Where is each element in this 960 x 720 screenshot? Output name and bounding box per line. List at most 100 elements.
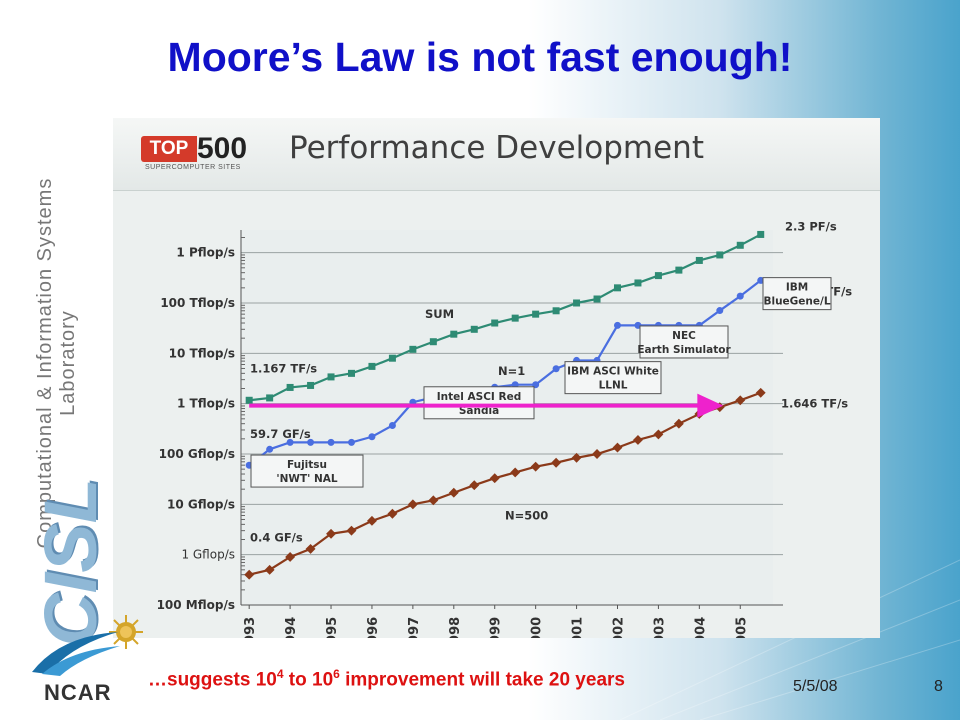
top500-logo-top: TOP xyxy=(141,136,197,162)
x-tick-label: 1998 xyxy=(448,617,463,638)
series-point xyxy=(307,438,315,446)
y-tick-label: 100 Tflop/s xyxy=(160,296,235,310)
slide-title: Moore’s Law is not fast enough! xyxy=(167,34,793,80)
callout-subtitle: Earth Simulator xyxy=(637,344,731,356)
y-tick-label: 100 Gflop/s xyxy=(159,447,235,461)
annotation-label: 1.167 TF/s xyxy=(250,361,317,375)
series-point xyxy=(633,435,643,445)
series-point xyxy=(469,480,480,491)
overlay-arrow-head xyxy=(697,393,724,418)
performance-chart: 100 Mflop/s 1 Gflop/s 10 Gflop/s 100 Gflop/… xyxy=(157,220,853,638)
series-point xyxy=(470,325,478,333)
series-point xyxy=(593,295,601,303)
x-tick-label: 2004 xyxy=(693,617,708,638)
x-tick-label: 1995 xyxy=(325,617,340,638)
x-tick-label: 1999 xyxy=(489,617,504,638)
callout-title: Fujitsu xyxy=(287,459,327,471)
series-point xyxy=(387,508,398,519)
series-point xyxy=(716,307,724,315)
series-point xyxy=(491,319,499,327)
series-point xyxy=(409,345,417,353)
x-tick-label: 2005 xyxy=(734,617,749,638)
series-point xyxy=(264,564,275,575)
slide-date: 5/5/08 xyxy=(793,678,838,695)
series-point xyxy=(736,241,744,249)
x-tick-label: 1994 xyxy=(284,617,299,638)
y-tick-label: 100 Mflop/s xyxy=(157,598,235,612)
series-point xyxy=(552,307,560,315)
series-point xyxy=(266,394,274,402)
x-tick-label: 1993 xyxy=(243,617,258,638)
chart-heading: Performance Development xyxy=(289,130,704,166)
series-point xyxy=(530,461,541,472)
annotation-label: 1.646 TF/s xyxy=(781,397,848,411)
y-tick-label: 10 Gflop/s xyxy=(167,497,235,511)
series-point xyxy=(286,438,294,446)
x-tick-label: 2001 xyxy=(571,617,586,638)
callout-title: NEC xyxy=(672,330,696,342)
x-tick-label: 2003 xyxy=(652,617,667,638)
top500-logo-500: 500 xyxy=(197,132,248,165)
series-point xyxy=(695,256,703,264)
ncar-logo: NCAR xyxy=(44,680,112,705)
y-tick-label: 10 Tflop/s xyxy=(169,346,235,360)
series-point xyxy=(450,330,458,338)
series-point xyxy=(755,387,766,398)
caption-prefix: …suggests 10 xyxy=(148,669,277,691)
series-point xyxy=(653,429,664,440)
x-tick-label: 2000 xyxy=(530,617,545,638)
y-tick-label: 1 Gflop/s xyxy=(181,548,235,562)
series-point xyxy=(428,495,439,506)
series-point xyxy=(510,467,521,478)
cisl-logo: CISL xyxy=(28,478,112,647)
series-point xyxy=(347,369,355,377)
x-tick-label: 1997 xyxy=(407,617,422,638)
callout-subtitle: 'NWT' NAL xyxy=(276,473,338,485)
callout-title: IBM ASCI White xyxy=(567,366,659,378)
callout-subtitle: LLNL xyxy=(599,380,628,392)
series-point xyxy=(613,284,621,292)
caption-exponent-1: 4 xyxy=(276,667,284,681)
series-point xyxy=(347,438,355,446)
series-point xyxy=(327,373,335,381)
series-point xyxy=(592,449,602,459)
callout-title: IBM xyxy=(786,282,808,294)
annotation-label: 59.7 GF/s xyxy=(250,427,311,441)
y-tick-label: 1 Tflop/s xyxy=(177,397,235,411)
callout-subtitle: Sandia xyxy=(459,405,499,417)
chart-panel: TOP 500 SUPERCOMPUTER SITES Performance … xyxy=(113,118,880,638)
callout-subtitle: BlueGene/L xyxy=(763,296,830,308)
callout-box xyxy=(564,361,662,395)
slide-page-number: 8 xyxy=(934,678,943,695)
caption-suffix: improvement will take 20 years xyxy=(339,669,625,691)
bottom-caption: …suggests 104 to 106 improvement will ta… xyxy=(148,667,625,691)
series-point xyxy=(571,452,582,463)
series-point xyxy=(368,362,376,370)
series-point xyxy=(511,314,519,322)
series-point xyxy=(346,525,357,536)
y-tick-label: 1 Pflop/s xyxy=(176,246,235,260)
annotation-label: N=1 xyxy=(498,364,525,378)
series-point xyxy=(307,381,315,389)
callout-box xyxy=(762,277,832,311)
caption-middle: to 10 xyxy=(283,669,334,691)
series-point xyxy=(367,515,377,526)
annotation-label: 0.4 GF/s xyxy=(250,530,303,544)
series-point xyxy=(675,266,683,274)
series-point xyxy=(388,354,396,362)
x-tick-label: 1996 xyxy=(366,617,381,638)
chart-header: TOP 500 SUPERCOMPUTER SITES Performance … xyxy=(113,118,880,191)
series-point xyxy=(532,310,540,318)
series-point xyxy=(266,445,274,453)
series-point xyxy=(634,279,642,287)
series-point xyxy=(551,457,562,468)
series-point xyxy=(716,251,724,259)
series-point xyxy=(285,552,296,562)
top500-logo-subtitle: SUPERCOMPUTER SITES xyxy=(145,164,241,171)
series-point xyxy=(654,272,662,280)
series-point xyxy=(757,230,765,238)
callout-box xyxy=(423,386,535,420)
series-point xyxy=(327,438,335,446)
series-point xyxy=(429,338,437,346)
